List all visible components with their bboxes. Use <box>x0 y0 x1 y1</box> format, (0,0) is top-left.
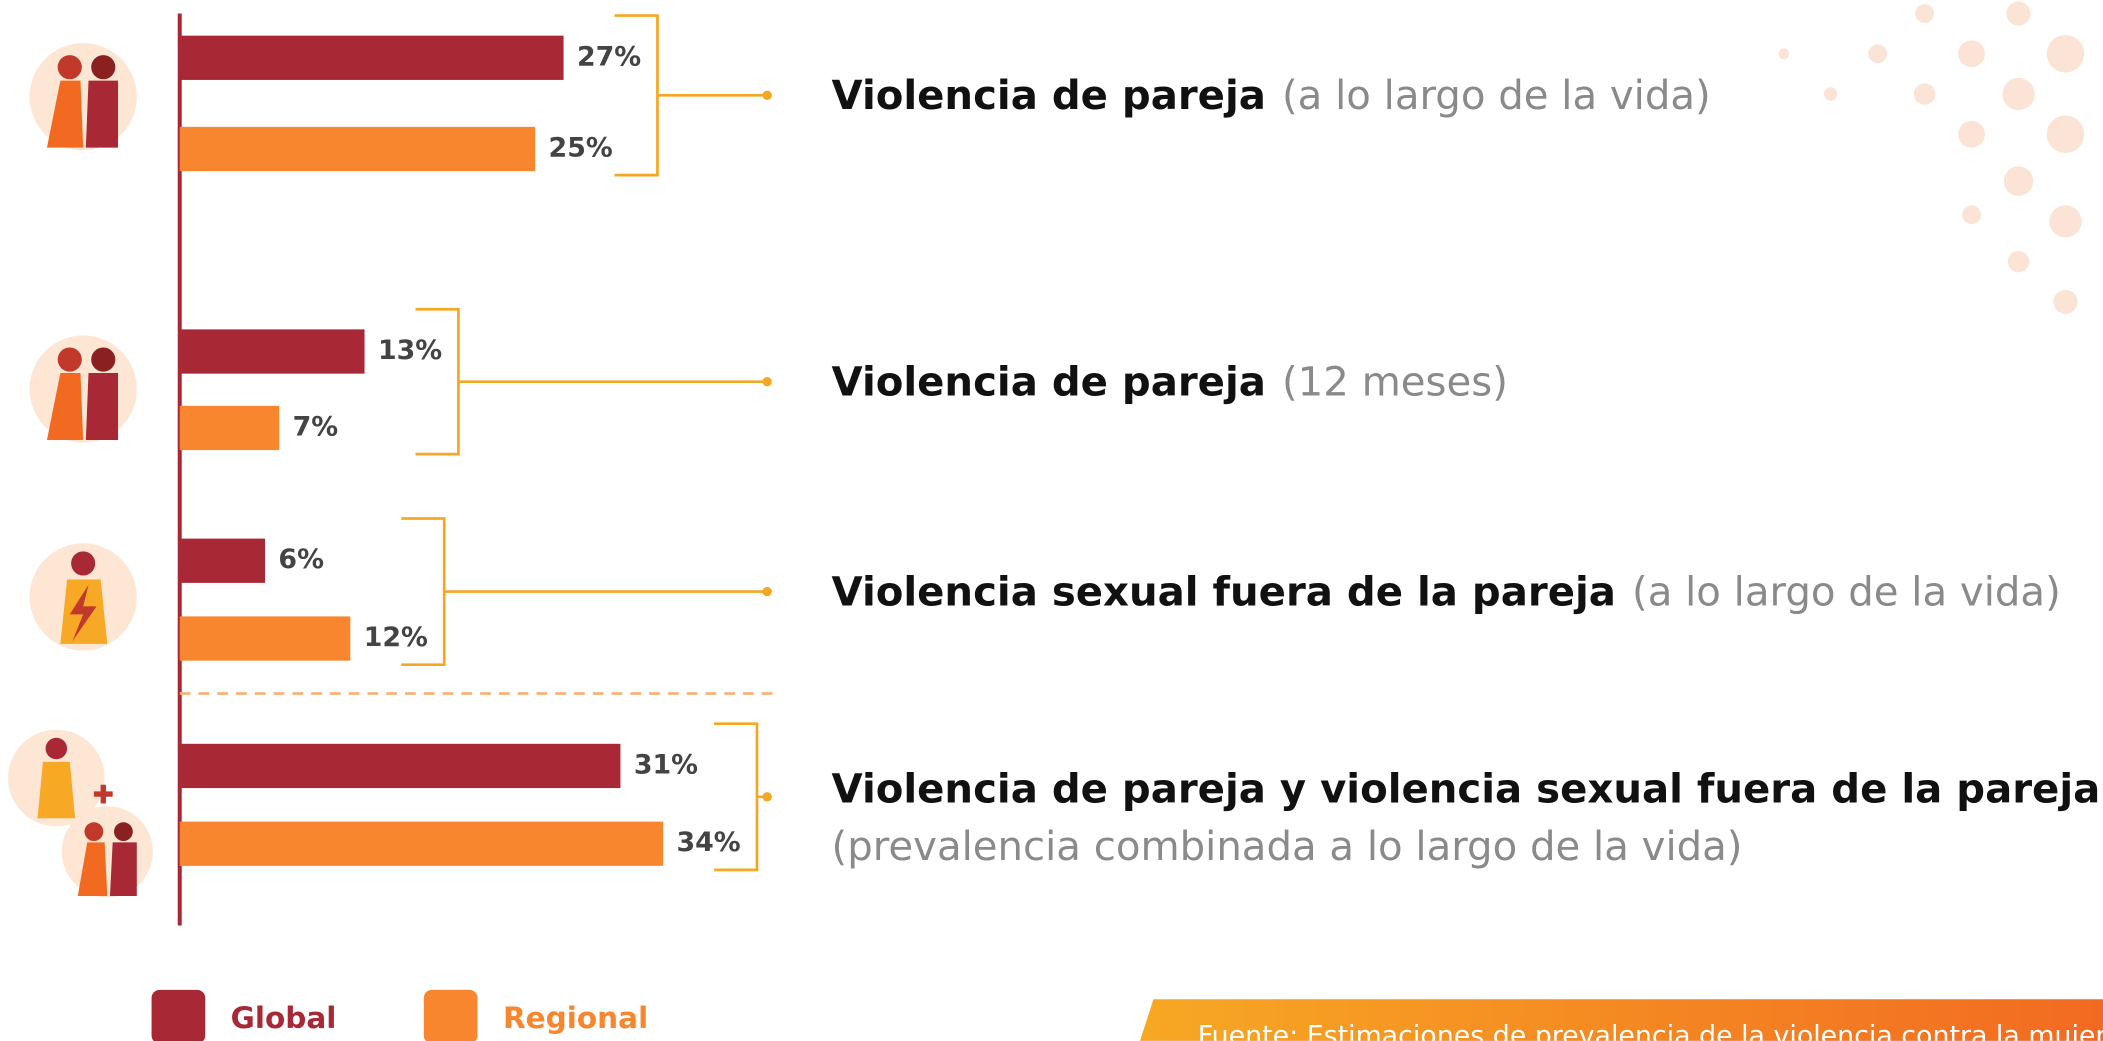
bar <box>180 406 280 450</box>
value-label: 12% <box>364 622 428 653</box>
decor-dots <box>1778 1 2084 313</box>
legend-label: Regional <box>503 1001 648 1035</box>
chart: Fuente: Estimaciones de prevalencia de l… <box>0 0 2103 1041</box>
bar <box>180 744 621 788</box>
category-detail: (12 meses) <box>1282 359 1508 405</box>
category-label: Violencia de pareja (12 meses) <box>832 359 1508 405</box>
category-label: Violencia de pareja (a lo largo de la vid… <box>832 73 1711 119</box>
bracket-dot <box>762 377 771 386</box>
legend-label: Global <box>231 1001 337 1035</box>
category-title: Violencia de pareja <box>832 73 1266 119</box>
bracket-dot <box>762 792 771 801</box>
legend-swatch <box>424 990 478 1041</box>
value-label: 13% <box>378 335 442 366</box>
category-title: Violencia de pareja y violencia sexual f… <box>832 766 2101 812</box>
bar <box>180 127 535 171</box>
category-detail: (prevalencia combinada a lo largo de la … <box>832 824 1743 870</box>
category-title: Violencia sexual fuera de la pareja <box>832 569 1616 615</box>
bar <box>180 616 351 660</box>
value-label: 31% <box>634 749 698 780</box>
bracket <box>401 518 767 664</box>
category-detail: (a lo largo de la vida) <box>1282 73 1711 119</box>
value-label: 27% <box>577 41 641 72</box>
bracket-dot <box>762 91 771 100</box>
category-title: Violencia de pareja <box>832 359 1266 405</box>
value-label: 34% <box>677 827 741 858</box>
bracket <box>615 16 768 176</box>
bar <box>180 329 365 373</box>
category-detail: (a lo largo de la vida) <box>1632 569 2061 615</box>
value-label: 7% <box>293 411 339 442</box>
bar <box>180 539 265 583</box>
icons <box>8 43 153 897</box>
footer-text: Fuente: Estimaciones de prevalencia de l… <box>1198 1020 2103 1041</box>
bar <box>180 822 663 866</box>
page: {"chart_data":{"type":"bar","orientation… <box>0 0 2103 1041</box>
bracket-dot <box>762 587 771 596</box>
bracket <box>416 309 768 454</box>
bar <box>180 36 564 80</box>
legend-swatch <box>152 990 206 1041</box>
value-label: 25% <box>549 132 613 163</box>
value-label: 6% <box>278 544 324 575</box>
category-label: Violencia sexual fuera de la pareja (a lo… <box>832 569 2061 615</box>
